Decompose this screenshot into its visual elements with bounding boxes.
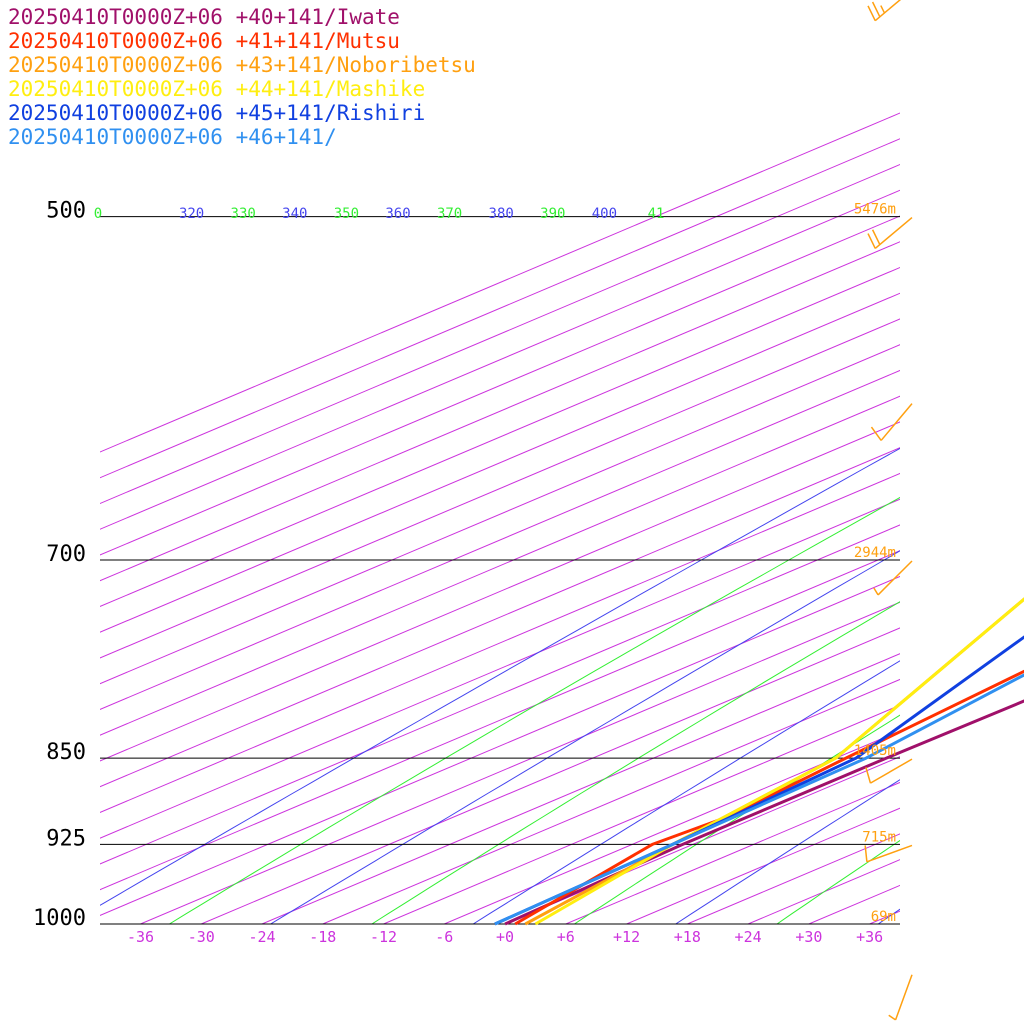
- theta-label: 400: [592, 206, 617, 222]
- temperature-tick-label: -24: [248, 928, 275, 946]
- temperature-tick-label: -6: [435, 928, 453, 946]
- wind-barb-half-flag: [873, 587, 879, 596]
- legend-entry: 20250410T0000Z+06 +43+141/Noboribetsu: [8, 53, 476, 77]
- isotherm-line: [687, 833, 900, 924]
- wind-barb-staff: [866, 844, 913, 863]
- wind-barb: [865, 758, 913, 784]
- temperature-tick-label: +6: [557, 928, 575, 946]
- wind-barb: [888, 974, 913, 1021]
- height-label: 715m: [862, 829, 896, 845]
- dry-adiabat-line: [877, 908, 900, 924]
- pressure-label: 925: [46, 826, 86, 851]
- temperature-tick-label: -12: [370, 928, 397, 946]
- pressure-label: 500: [46, 199, 86, 224]
- moist-adiabat-lines: [169, 0, 1024, 924]
- isotherm-line: [322, 678, 900, 924]
- height-label: 5476m: [854, 202, 896, 218]
- moist-adiabat-line: [169, 496, 900, 924]
- legend-entry: 20250410T0000Z+06 +46+141/: [8, 125, 337, 149]
- wind-barb-staff: [880, 403, 913, 441]
- temperature-tick-label: +30: [795, 928, 822, 946]
- wind-barb-staff: [874, 0, 902, 22]
- wind-barb-flag: [867, 233, 876, 249]
- sounding-line: [494, 635, 1024, 926]
- moist-adiabat-line: [574, 714, 900, 924]
- moist-adiabat-line: [776, 839, 900, 924]
- wind-barbs: [864, 0, 913, 1021]
- legend-entry: 20250410T0000Z+06 +45+141/Rishiri: [8, 101, 425, 125]
- dry-adiabat-line: [270, 550, 900, 924]
- theta-label: 350: [334, 206, 359, 222]
- wind-barb-flag: [871, 1, 881, 18]
- height-label: 1405m: [854, 743, 896, 759]
- isotherm-lines: [100, 112, 900, 924]
- wind-barb-flag: [871, 229, 881, 245]
- height-label: 69m: [871, 909, 896, 925]
- isotherm-line: [100, 138, 900, 479]
- axis-labels: 10015914m15013343m20011528m25010113m3008…: [33, 199, 896, 946]
- theta-label: 380: [489, 206, 514, 222]
- isotherm-line: [383, 704, 900, 924]
- wind-barb-flag: [864, 845, 868, 862]
- sounding-line: [534, 597, 1024, 926]
- temperature-tick-label: +36: [856, 928, 883, 946]
- theta-label: 340: [282, 206, 307, 222]
- sounding-line: [514, 669, 1024, 926]
- isotherm-line: [100, 112, 900, 453]
- moist-adiabat-line: [371, 601, 900, 924]
- wind-barb-flag: [870, 426, 882, 441]
- theta-label: 0: [94, 206, 102, 222]
- isotherm-line: [444, 730, 900, 924]
- temperature-tick-label: +0: [496, 928, 514, 946]
- dry-adiabat-line: [100, 447, 900, 906]
- wind-barb: [864, 844, 913, 863]
- moist-adiabat-line: [980, 0, 1024, 924]
- temperature-tick-label: -18: [309, 928, 336, 946]
- temperature-tick-label: +18: [674, 928, 701, 946]
- legend-entry: 20250410T0000Z+06 +44+141/Mashike: [8, 77, 425, 101]
- dry-adiabat-line: [472, 660, 900, 924]
- dry-adiabat-line: [675, 779, 900, 924]
- wind-barb-staff: [894, 974, 913, 1021]
- pressure-label: 700: [46, 542, 86, 567]
- sounding-line: [524, 597, 1024, 926]
- theta-label: 41: [648, 206, 665, 222]
- theta-label: 330: [231, 206, 256, 222]
- wind-barb: [873, 560, 913, 596]
- wind-barb-flag: [867, 5, 876, 22]
- wind-barb-flag: [865, 767, 872, 784]
- wind-barb: [870, 403, 913, 441]
- sounding-line: [504, 699, 1024, 926]
- pressure-label: 850: [46, 740, 86, 765]
- wind-barb-staff: [874, 217, 913, 250]
- height-label: 2944m: [854, 545, 896, 561]
- wind-barb-half-flag: [880, 5, 886, 14]
- theta-label: 370: [437, 206, 462, 222]
- legend: 20250410T0000Z+06 +40+141/Iwate20250410T…: [8, 5, 476, 149]
- isotherm-line: [808, 884, 900, 924]
- wind-barb-staff: [870, 758, 913, 784]
- wind-barb-staff: [877, 560, 913, 596]
- temperature-tick-label: -36: [127, 928, 154, 946]
- wind-barb: [867, 0, 902, 22]
- isotherm-line: [261, 653, 900, 924]
- wind-barb-half-flag: [888, 1014, 897, 1021]
- theta-label: 320: [179, 206, 204, 222]
- temperature-tick-label: +24: [735, 928, 762, 946]
- isobar-lines: [100, 216, 900, 925]
- isotherm-line: [504, 756, 900, 924]
- dry-adiabat-lines: [100, 447, 900, 924]
- theta-label: 360: [385, 206, 410, 222]
- pressure-label: 1000: [33, 906, 86, 931]
- legend-entry: 20250410T0000Z+06 +40+141/Iwate: [8, 5, 400, 29]
- theta-label: 390: [540, 206, 565, 222]
- legend-entry: 20250410T0000Z+06 +41+141/Mutsu: [8, 29, 400, 53]
- sounding-line: [494, 673, 1024, 926]
- temperature-tick-label: -30: [188, 928, 215, 946]
- sounding-series: [494, 597, 1024, 926]
- wind-barb: [867, 217, 913, 250]
- temperature-tick-label: +12: [613, 928, 640, 946]
